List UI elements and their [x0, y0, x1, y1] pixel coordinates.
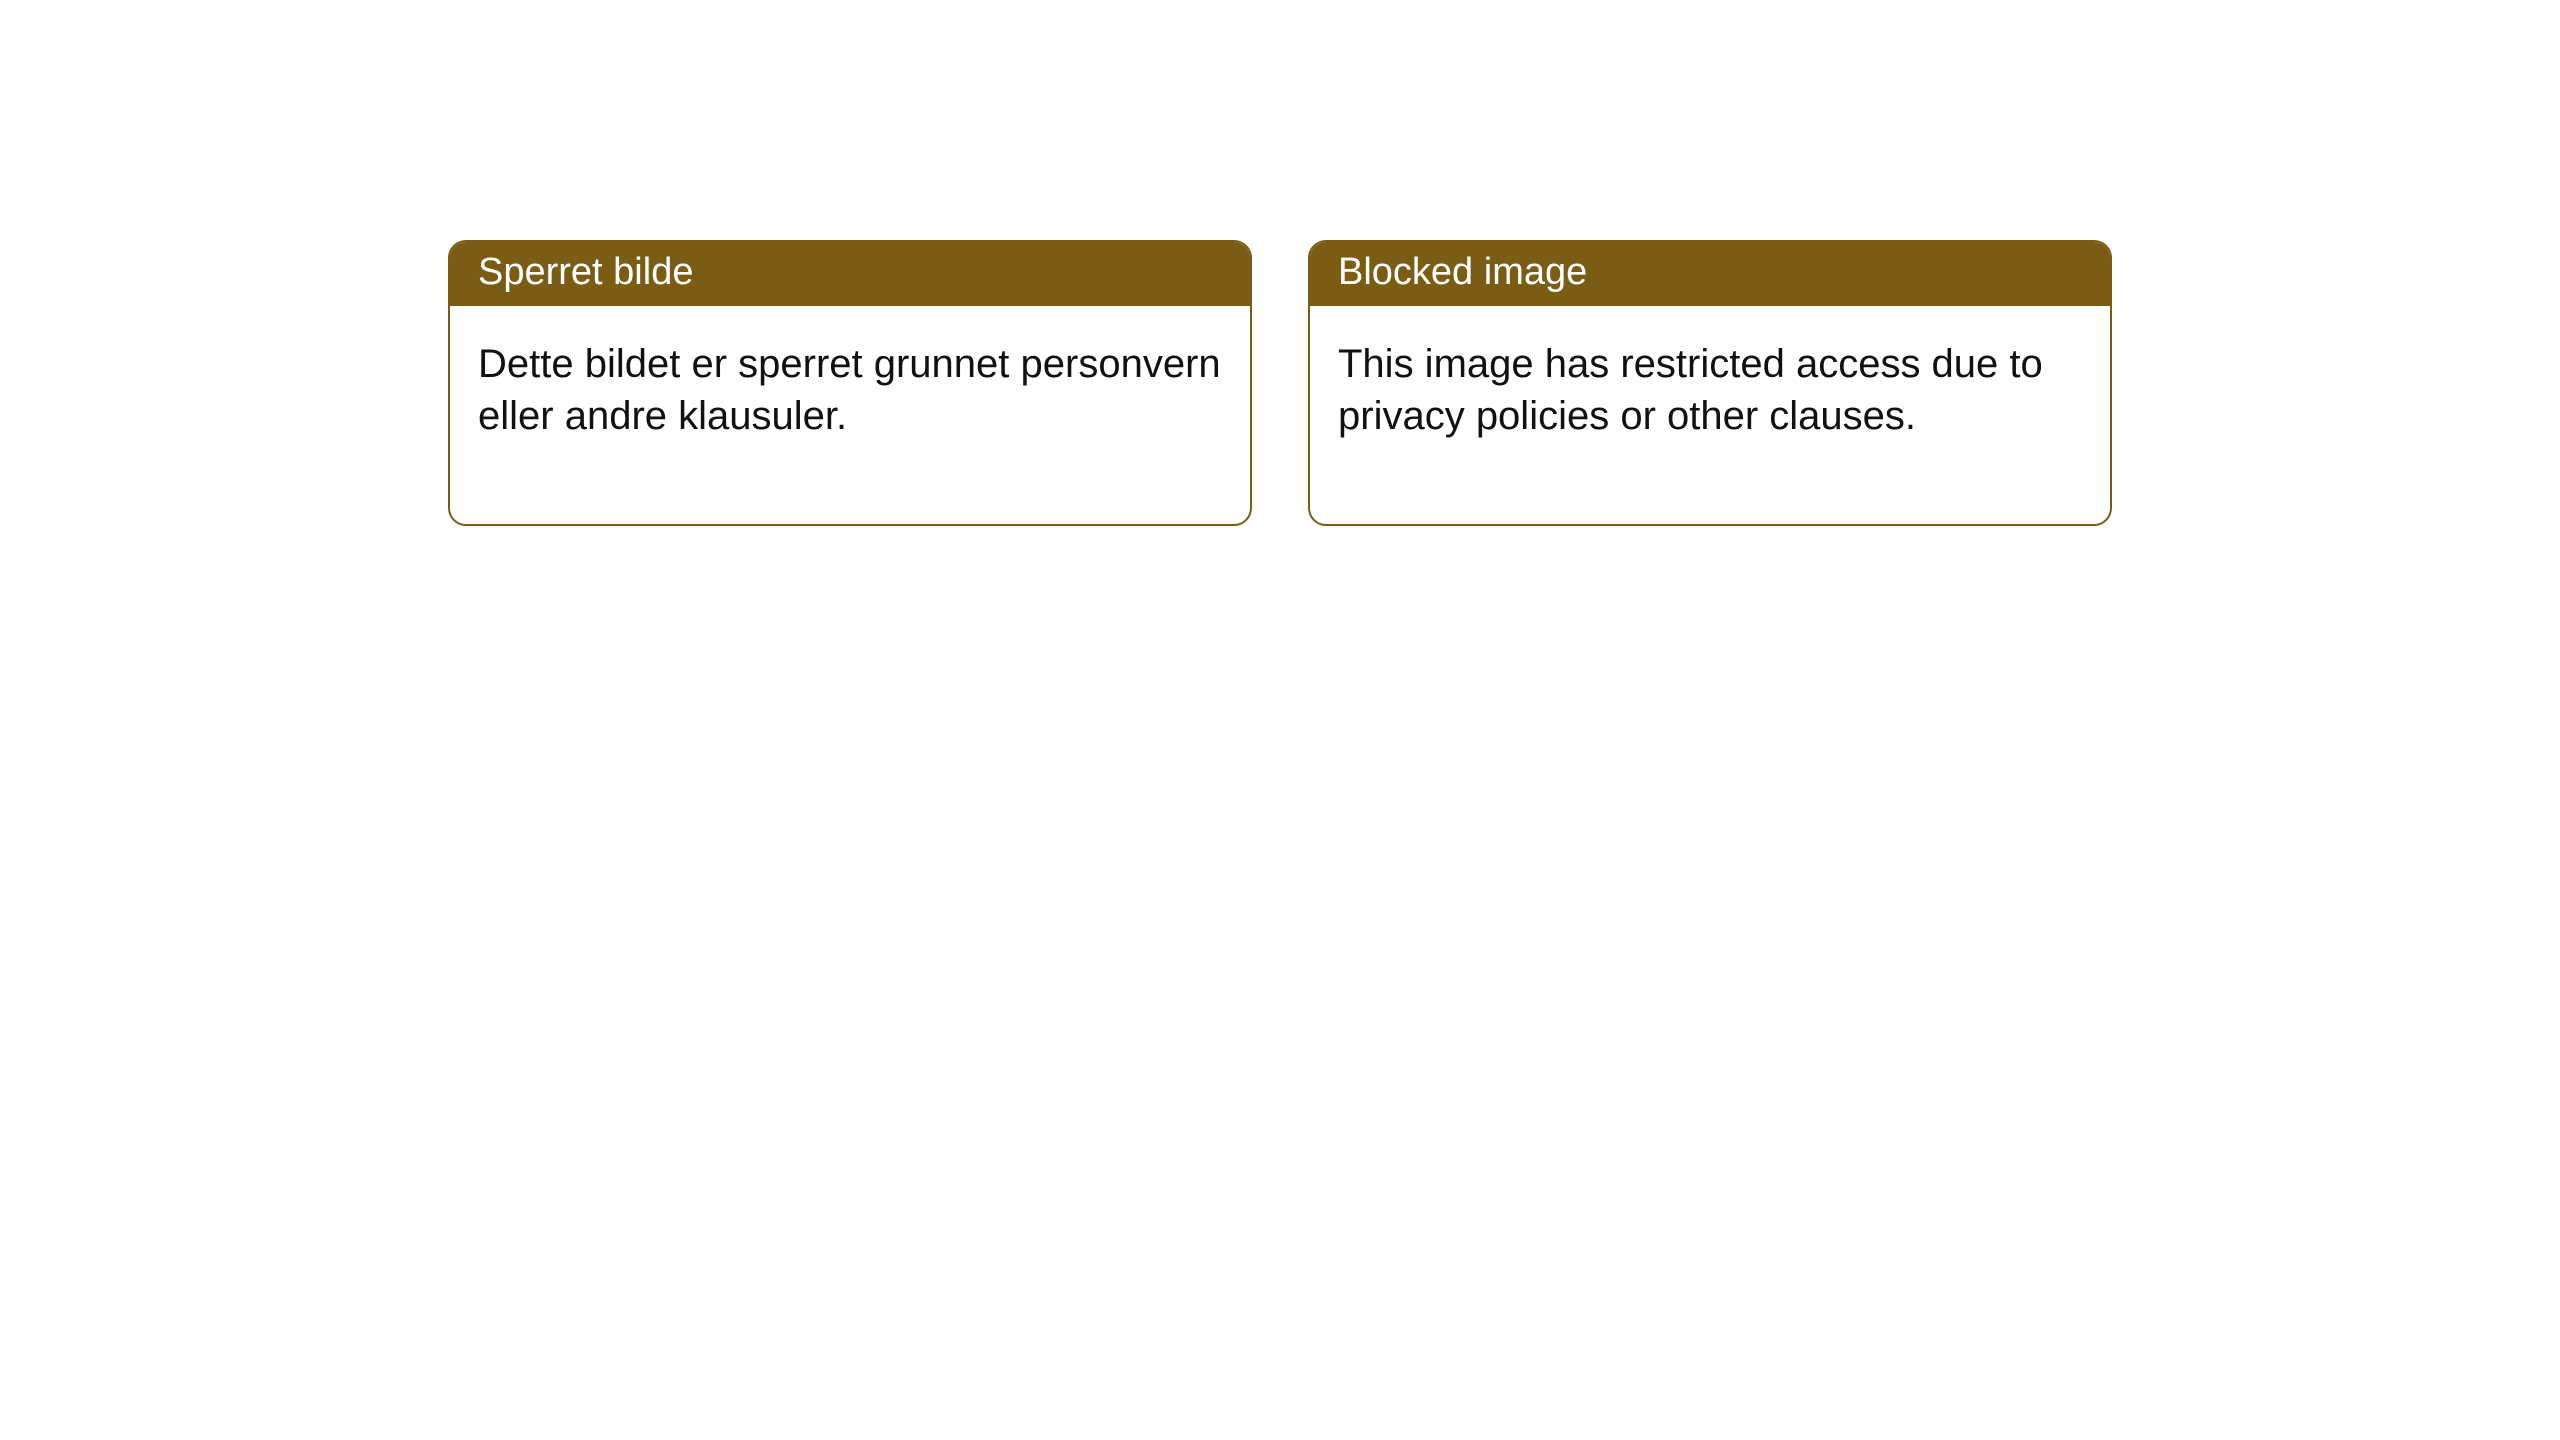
card-title: Sperret bilde: [478, 251, 693, 293]
card-body: This image has restricted access due to …: [1310, 306, 2110, 524]
notice-card-english: Blocked image This image has restricted …: [1308, 240, 2112, 526]
card-body-text: Dette bildet er sperret grunnet personve…: [478, 342, 1221, 438]
card-header: Blocked image: [1310, 242, 2110, 306]
notice-card-norwegian: Sperret bilde Dette bildet er sperret gr…: [448, 240, 1252, 526]
card-title: Blocked image: [1338, 251, 1587, 293]
card-body: Dette bildet er sperret grunnet personve…: [450, 306, 1250, 524]
card-header: Sperret bilde: [450, 242, 1250, 306]
card-body-text: This image has restricted access due to …: [1338, 342, 2043, 438]
notice-container: Sperret bilde Dette bildet er sperret gr…: [0, 0, 2560, 526]
